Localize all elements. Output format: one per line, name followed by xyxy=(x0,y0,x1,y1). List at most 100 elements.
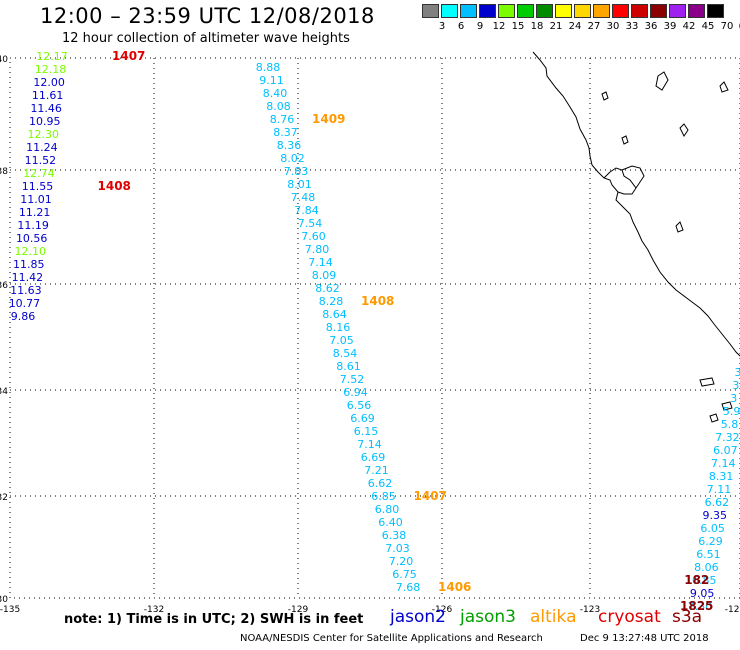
wave-height-value: 8.28 xyxy=(319,295,344,308)
wave-height-value: 9.11 xyxy=(259,74,284,87)
lat-tick-label: 30 xyxy=(0,595,8,605)
lon-tick-label: -129 xyxy=(288,605,309,615)
wave-height-value: 7.80 xyxy=(305,243,330,256)
legend-label: 70 xyxy=(720,21,734,32)
wave-height-value: 6.05 xyxy=(700,522,725,535)
map-frame xyxy=(9,57,740,599)
wave-height-value: 12.00 xyxy=(33,76,65,89)
wave-height-value: 8.06 xyxy=(694,561,719,574)
wave-height-value: 8.64 xyxy=(322,308,347,321)
wave-height-value: 10.77 xyxy=(9,297,41,310)
altimeter-tracks: 12.1712.1812.0011.6111.4610.9512.3011.24… xyxy=(9,49,740,613)
pass-time-label: 1406 xyxy=(438,580,471,594)
wave-height-value: 6.94 xyxy=(343,386,368,399)
wave-height-value: 6.69 xyxy=(361,451,386,464)
legend-label: (ft) xyxy=(734,21,740,32)
wave-height-value: 7.30 xyxy=(688,600,713,613)
channel-island-2 xyxy=(721,401,733,411)
wave-height-value: 6.38 xyxy=(382,529,407,542)
legend-swatch xyxy=(650,4,667,18)
wave-height-value: 7.48 xyxy=(291,191,316,204)
lake-tahoe xyxy=(679,123,689,137)
legend-label: 12 xyxy=(492,21,506,32)
wave-height-value: 7.60 xyxy=(301,230,326,243)
wave-height-value: 11.21 xyxy=(19,206,51,219)
timestamp: Dec 9 13:27:48 UTC 2018 xyxy=(580,633,709,644)
wave-height-value: 8.88 xyxy=(256,61,281,74)
wave-height-value: 8.54 xyxy=(333,347,358,360)
wave-height-value: 11.63 xyxy=(10,284,42,297)
wave-height-value: 6.85 xyxy=(371,490,396,503)
legend-swatch xyxy=(707,4,724,18)
lake-d xyxy=(675,221,684,233)
lon-tick-label: -132 xyxy=(144,605,164,615)
page-subtitle: 12 hour collection of altimeter wave hei… xyxy=(62,31,350,46)
wave-height-value: 7.84 xyxy=(294,204,319,217)
wave-height-value: 7.83 xyxy=(284,165,309,178)
wave-height-value: 12.17 xyxy=(36,50,68,63)
satellite-label-altika: altika xyxy=(530,607,577,627)
wave-height-value: 8.40 xyxy=(263,87,288,100)
lon-tick-label: -126 xyxy=(432,605,453,615)
wave-height-value: 6.40 xyxy=(378,516,403,529)
legend-label: 42 xyxy=(682,21,696,32)
wave-height-value: 11.85 xyxy=(13,258,45,271)
legend-swatch xyxy=(555,4,572,18)
wave-height-value: 6.62 xyxy=(368,477,393,490)
lat-tick-label: 32 xyxy=(0,493,8,503)
wave-height-value: 11.42 xyxy=(12,271,44,284)
wave-height-value: 11.52 xyxy=(25,154,57,167)
legend-swatch xyxy=(574,4,591,18)
lake-c xyxy=(621,135,629,145)
wave-height-value: 8.08 xyxy=(266,100,291,113)
wave-height-value: 8.76 xyxy=(270,113,295,126)
pass-time-label: 1408 xyxy=(361,294,394,308)
pass-time-label: 1408 xyxy=(98,179,131,193)
page-title: 12:00 – 23:59 UTC 12/08/2018 xyxy=(40,4,375,28)
lat-tick-label: 38 xyxy=(0,167,8,177)
wave-height-value: 6.69 xyxy=(350,412,375,425)
legend-swatch xyxy=(517,4,534,18)
san-francisco-bay xyxy=(603,167,637,195)
lat-tick-label: 36 xyxy=(0,281,8,291)
lat-tick-label: 34 xyxy=(0,387,8,397)
wave-height-value: 7.54 xyxy=(298,217,323,230)
wave-height-value: 6.80 xyxy=(375,503,400,516)
lake-a xyxy=(655,71,669,91)
wave-height-value: 12.10 xyxy=(15,245,47,258)
legend-swatch xyxy=(612,4,629,18)
lat-tick-label: 40 xyxy=(0,55,8,65)
wave-height-value: 11.19 xyxy=(17,219,49,232)
wave-height-value: 9.35 xyxy=(703,509,728,522)
wave-height-value: 7.14 xyxy=(308,256,333,269)
legend-swatch xyxy=(498,4,515,18)
wave-height-value: 9.05 xyxy=(690,587,715,600)
wave-height-value: 7.14 xyxy=(357,438,382,451)
wave-height-value: 6.51 xyxy=(696,548,721,561)
legend-label: 24 xyxy=(568,21,582,32)
wave-height-value: 8.31 xyxy=(709,470,734,483)
wave-height-value: 7.68 xyxy=(396,581,421,594)
wave-height-value: 8.09 xyxy=(312,269,337,282)
wave-height-value: 10.95 xyxy=(29,115,61,128)
legend-label: 18 xyxy=(530,21,544,32)
wave-height-value: 7.32 xyxy=(715,431,740,444)
wave-height-value: 12.74 xyxy=(23,167,55,180)
wave-height-value: 7.11 xyxy=(707,483,732,496)
wave-height-value: 8.37 xyxy=(273,126,298,139)
legend-label: 6 xyxy=(457,21,465,32)
wave-height-value: 12.18 xyxy=(35,63,67,76)
channel-island-3 xyxy=(709,413,719,423)
delta-shoreline xyxy=(621,165,645,189)
legend-label: 21 xyxy=(549,21,563,32)
wave-height-value: 8.36 xyxy=(277,139,302,152)
satellite-label-s3a: s3a xyxy=(672,607,703,627)
legend-swatch xyxy=(441,4,458,18)
wave-height-value: 7.14 xyxy=(711,457,736,470)
lon-tick-label: -120 xyxy=(725,605,740,615)
wave-height-value: 8.01 xyxy=(287,178,312,191)
legend-swatch xyxy=(688,4,705,18)
legend-label: 9 xyxy=(476,21,484,32)
satellite-label-jason3: jason3 xyxy=(460,607,516,627)
